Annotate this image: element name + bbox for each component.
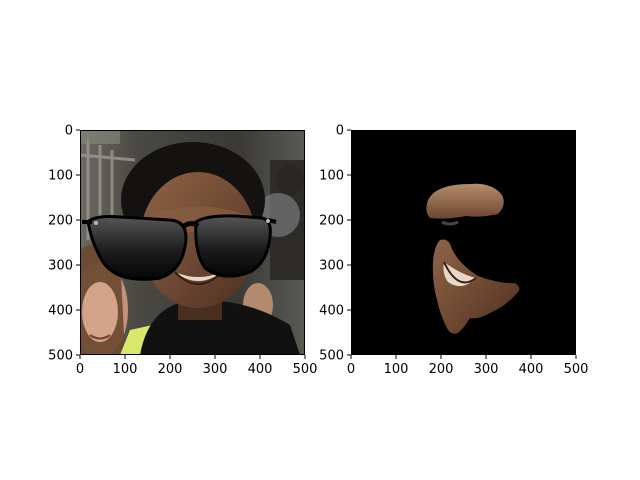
right-ytick-label: 500: [319, 349, 344, 364]
hinge-right: [266, 219, 270, 223]
right-axes-frame: [351, 130, 576, 355]
right-image-panel: [351, 130, 576, 355]
subject-teeth: [175, 272, 222, 281]
right-ytick-label: 0: [336, 124, 344, 139]
right-ytick-label: 200: [319, 214, 344, 229]
right-xtick-label: 100: [384, 362, 409, 377]
hinge-left: [94, 221, 98, 225]
left-xtick-label: 100: [113, 362, 138, 377]
left-xtick-label: 300: [203, 362, 228, 377]
left-ytick-label: 200: [48, 214, 73, 229]
left-lens: [86, 215, 188, 281]
right-xtick-label: 0: [347, 362, 355, 377]
background-face-light: [82, 282, 118, 342]
left-ytick-label: 0: [65, 124, 73, 139]
sunglasses: [82, 214, 277, 281]
left-xtick-label: 0: [76, 362, 84, 377]
left-xtick-label: 400: [248, 362, 273, 377]
left-axes-frame: [80, 130, 305, 355]
bridge: [182, 221, 200, 229]
right-xtick-label: 200: [429, 362, 454, 377]
right-ytick-label: 400: [319, 304, 344, 319]
right-lens: [194, 214, 272, 278]
left-ytick-label: 500: [48, 349, 73, 364]
left-ytick-label: 300: [48, 259, 73, 274]
right-ytick-label: 100: [319, 169, 344, 184]
mask-forehead: [426, 183, 504, 219]
background-head: [276, 164, 304, 196]
background-structure: [80, 130, 120, 144]
mask-lower-face: [432, 239, 520, 334]
mask-teeth: [443, 262, 476, 287]
left-ytick-label: 100: [48, 169, 73, 184]
right-ytick-label: 300: [319, 259, 344, 274]
background-smile: [89, 334, 111, 340]
left-image-panel: [80, 130, 305, 355]
right-xtick-label: 400: [519, 362, 544, 377]
left-xtick-label: 500: [293, 362, 318, 377]
mask-eye-hint: [441, 220, 459, 226]
right-xtick-label: 500: [564, 362, 589, 377]
right-xtick-label: 300: [474, 362, 499, 377]
left-xtick-label: 200: [158, 362, 183, 377]
left-ytick-label: 400: [48, 304, 73, 319]
mask-lips: [443, 261, 477, 284]
